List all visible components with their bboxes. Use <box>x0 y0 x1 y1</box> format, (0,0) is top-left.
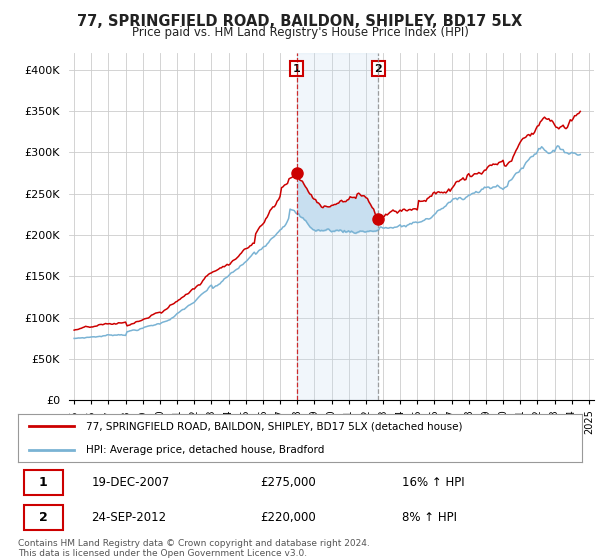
Bar <box>296 53 379 400</box>
Text: 1: 1 <box>293 64 301 73</box>
Text: 77, SPRINGFIELD ROAD, BAILDON, SHIPLEY, BD17 5LX (detached house): 77, SPRINGFIELD ROAD, BAILDON, SHIPLEY, … <box>86 421 462 431</box>
Text: 16% ↑ HPI: 16% ↑ HPI <box>401 476 464 489</box>
Text: 8% ↑ HPI: 8% ↑ HPI <box>401 511 457 524</box>
Text: 2: 2 <box>39 511 48 524</box>
Text: 24-SEP-2012: 24-SEP-2012 <box>91 511 166 524</box>
Text: 2: 2 <box>374 64 382 73</box>
FancyBboxPatch shape <box>23 505 63 530</box>
Text: Price paid vs. HM Land Registry's House Price Index (HPI): Price paid vs. HM Land Registry's House … <box>131 26 469 39</box>
Text: 77, SPRINGFIELD ROAD, BAILDON, SHIPLEY, BD17 5LX: 77, SPRINGFIELD ROAD, BAILDON, SHIPLEY, … <box>77 14 523 29</box>
Text: £275,000: £275,000 <box>260 476 316 489</box>
FancyBboxPatch shape <box>23 470 63 495</box>
Text: £220,000: £220,000 <box>260 511 316 524</box>
Text: 19-DEC-2007: 19-DEC-2007 <box>91 476 170 489</box>
Text: HPI: Average price, detached house, Bradford: HPI: Average price, detached house, Brad… <box>86 445 324 455</box>
Text: Contains HM Land Registry data © Crown copyright and database right 2024.
This d: Contains HM Land Registry data © Crown c… <box>18 539 370 558</box>
Text: 1: 1 <box>39 476 48 489</box>
